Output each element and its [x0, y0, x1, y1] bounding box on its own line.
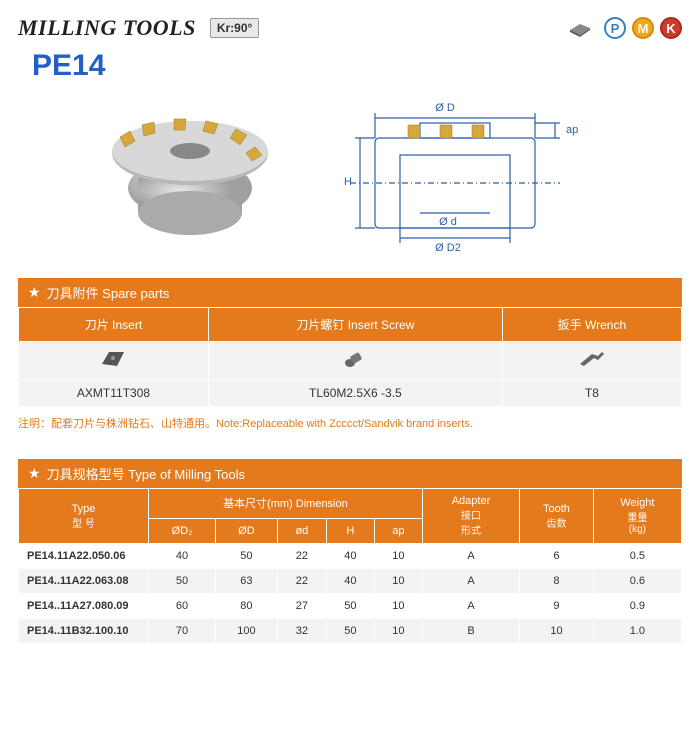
milling-table: Type型 号 基本尺寸(mm) Dimension Adapter接口形式 T… [18, 488, 682, 644]
diagram-label-ap: ap [566, 124, 578, 136]
cell-d: 27 [277, 594, 326, 619]
cell-adapter: A [422, 594, 519, 619]
spare-parts-header: ★ 刀具附件 Spare parts [18, 278, 682, 307]
spare-parts-title: 刀具附件 Spare parts [47, 283, 170, 302]
th-ap: ap [374, 518, 422, 543]
page-title: MILLING TOOLS [18, 15, 196, 41]
th-d: ød [277, 518, 326, 543]
material-badge-m: M [632, 17, 654, 39]
material-badge-p: P [604, 17, 626, 39]
cell-d: 32 [277, 619, 326, 644]
th-D: ØD [216, 518, 278, 543]
milling-section-header: ★ 刀具规格型号 Type of Milling Tools [18, 459, 682, 488]
compatibility-note: 注明：配套刀片与株洲钻石、山特通用。Note:Replaceable with … [18, 415, 682, 431]
cell-tooth: 10 [520, 619, 594, 644]
cell-ap: 10 [374, 544, 422, 569]
spare-col-insert: 刀片 Insert [19, 308, 209, 342]
star-icon: ★ [28, 465, 41, 482]
cell-D: 100 [216, 619, 278, 644]
cell-type: PE14..11A22.063.08 [19, 569, 149, 594]
insert-3d-icon [566, 18, 594, 38]
material-badge-k: K [660, 17, 682, 39]
page-header: MILLING TOOLS Kr:90° P M K [18, 15, 682, 41]
cell-adapter: A [422, 544, 519, 569]
diagram-label-d: Ø d [439, 216, 457, 228]
th-weight: Weight重量(kg) [593, 489, 681, 544]
cell-d2: 50 [149, 569, 216, 594]
cell-weight: 0.6 [593, 569, 681, 594]
table-row: PE14..11A22.063.08 50 63 22 40 10 A 8 0.… [19, 569, 682, 594]
product-code: PE14 [32, 49, 682, 83]
cell-D: 80 [216, 594, 278, 619]
th-adapter: Adapter接口形式 [422, 489, 519, 544]
cell-weight: 0.5 [593, 544, 681, 569]
header-right: P M K [566, 17, 682, 39]
diagram-label-D2: Ø D2 [435, 242, 461, 254]
cell-type: PE14..11A27.080.09 [19, 594, 149, 619]
cell-d2: 60 [149, 594, 216, 619]
dimension-diagram: Ø D ap H Ø d Ø D2 [320, 93, 610, 258]
cell-ap: 10 [374, 619, 422, 644]
cell-tooth: 6 [520, 544, 594, 569]
cell-tooth: 9 [520, 594, 594, 619]
diagram-label-D: Ø D [435, 102, 455, 114]
cell-d2: 70 [149, 619, 216, 644]
th-dimension: 基本尺寸(mm) Dimension [149, 489, 423, 519]
spare-col-screw: 刀片螺钉 Insert Screw [208, 308, 502, 342]
milling-section-title: 刀具规格型号 Type of Milling Tools [47, 464, 245, 483]
cell-D: 63 [216, 569, 278, 594]
th-tooth: Tooth齿数 [520, 489, 594, 544]
spare-screw-value: TL60M2.5X6 -3.5 [208, 380, 502, 407]
cell-H: 50 [326, 594, 374, 619]
spare-screw-icon-cell [208, 342, 502, 380]
cell-weight: 1.0 [593, 619, 681, 644]
image-row: Ø D ap H Ø d Ø D2 [18, 93, 682, 258]
cell-ap: 10 [374, 569, 422, 594]
insert-icon [99, 348, 127, 370]
cell-ap: 10 [374, 594, 422, 619]
th-d2: ØD₂ [149, 518, 216, 543]
table-row: PE14..11A27.080.09 60 80 27 50 10 A 9 0.… [19, 594, 682, 619]
cell-d: 22 [277, 569, 326, 594]
th-type: Type型 号 [19, 489, 149, 544]
cell-tooth: 8 [520, 569, 594, 594]
cell-H: 40 [326, 569, 374, 594]
wrench-icon [576, 348, 608, 370]
cell-type: PE14.11A22.050.06 [19, 544, 149, 569]
cell-H: 40 [326, 544, 374, 569]
table-row: PE14..11B32.100.10 70 100 32 50 10 B 10 … [19, 619, 682, 644]
spare-parts-table: 刀片 Insert 刀片螺钉 Insert Screw 扳手 Wrench AX… [18, 307, 682, 407]
cell-d: 22 [277, 544, 326, 569]
cell-adapter: B [422, 619, 519, 644]
cell-d2: 40 [149, 544, 216, 569]
cell-D: 50 [216, 544, 278, 569]
cell-H: 50 [326, 619, 374, 644]
spare-col-wrench: 扳手 Wrench [502, 308, 681, 342]
th-H: H [326, 518, 374, 543]
spare-wrench-icon-cell [502, 342, 681, 380]
screw-icon [341, 348, 369, 370]
header-left: MILLING TOOLS Kr:90° [18, 15, 259, 41]
spare-wrench-value: T8 [502, 380, 681, 407]
kr-badge: Kr:90° [210, 18, 259, 38]
star-icon: ★ [28, 284, 41, 301]
diagram-label-H: H [344, 176, 352, 188]
cell-weight: 0.9 [593, 594, 681, 619]
table-row: PE14.11A22.050.06 40 50 22 40 10 A 6 0.5 [19, 544, 682, 569]
spare-insert-icon-cell [19, 342, 209, 380]
cell-type: PE14..11B32.100.10 [19, 619, 149, 644]
cell-adapter: A [422, 569, 519, 594]
product-photo [90, 93, 290, 258]
spare-insert-value: AXMT11T308 [19, 380, 209, 407]
